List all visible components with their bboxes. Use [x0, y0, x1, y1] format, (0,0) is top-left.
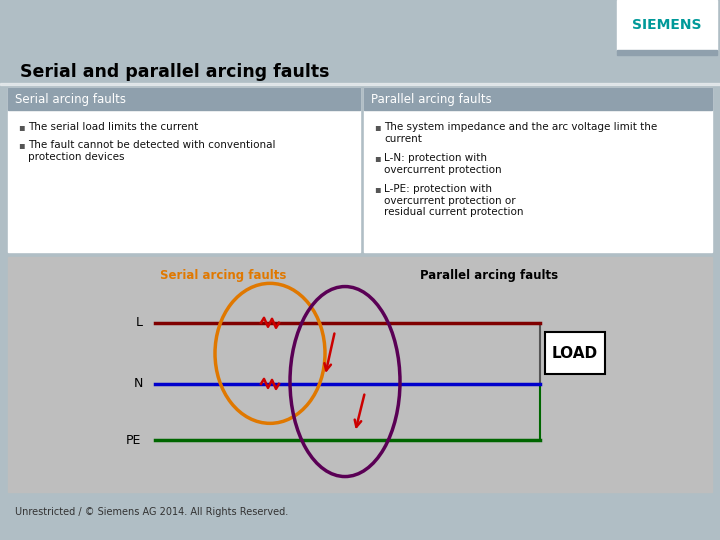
Text: ▪: ▪ [374, 153, 381, 163]
Text: Parallel arcing faults: Parallel arcing faults [371, 92, 492, 105]
Text: LOAD: LOAD [552, 346, 598, 361]
Text: ▪: ▪ [374, 184, 381, 194]
Bar [8, 88, 360, 110]
Text: The serial load limits the current: The serial load limits the current [28, 122, 198, 132]
Text: L-PE: protection with
overcurrent protection or
residual current protection: L-PE: protection with overcurrent protec… [384, 184, 523, 217]
Text: L-N: protection with
overcurrent protection: L-N: protection with overcurrent protect… [384, 153, 502, 174]
Bar [364, 88, 712, 252]
Text: Unrestricted / © Siemens AG 2014. All Rights Reserved.: Unrestricted / © Siemens AG 2014. All Ri… [15, 507, 288, 517]
Text: Serial arcing faults: Serial arcing faults [15, 92, 126, 105]
Text: ▪: ▪ [18, 122, 24, 132]
Text: SIEMENS: SIEMENS [632, 18, 702, 32]
Bar [617, 0, 717, 50]
Text: N: N [134, 377, 143, 390]
Bar [617, 50, 717, 55]
Bar [0, 83, 720, 85]
Text: ▪: ▪ [18, 140, 24, 150]
Bar [364, 88, 712, 110]
Text: Serial arcing faults: Serial arcing faults [160, 269, 287, 282]
Bar [8, 257, 712, 492]
Text: The system impedance and the arc voltage limit the
current: The system impedance and the arc voltage… [384, 122, 657, 144]
Text: The fault cannot be detected with conventional
protection devices: The fault cannot be detected with conven… [28, 140, 276, 161]
Bar [8, 88, 360, 252]
Text: Serial and parallel arcing faults: Serial and parallel arcing faults [20, 63, 330, 81]
Text: L: L [136, 316, 143, 329]
Text: PE: PE [125, 434, 141, 447]
Text: Parallel arcing faults: Parallel arcing faults [420, 269, 558, 282]
Bar [545, 332, 605, 374]
Text: ▪: ▪ [374, 122, 381, 132]
